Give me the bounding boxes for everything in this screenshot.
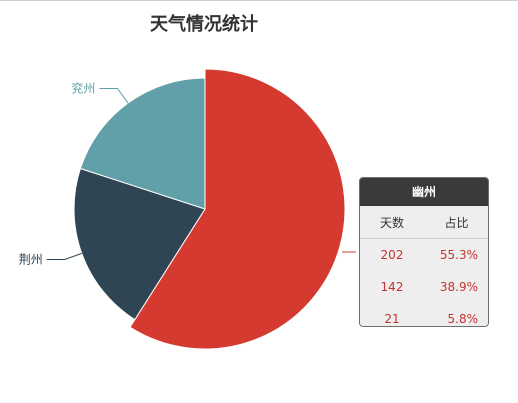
- chart-title: 天气情况统计: [150, 14, 258, 35]
- label-line: [99, 87, 129, 104]
- slice-label: 兖州: [71, 80, 95, 95]
- tooltip-cell-ratio: 5.8%: [447, 312, 479, 326]
- pie-slice[interactable]: [73, 167, 206, 321]
- tooltip-cell-ratio: 38.9%: [439, 280, 478, 294]
- tooltip-cell-days: 21: [384, 312, 400, 326]
- pie-slice[interactable]: [79, 77, 206, 210]
- slice-label: 荆州: [19, 252, 43, 266]
- tooltip-cell-days: 202: [380, 248, 404, 262]
- top-rule: [0, 0, 518, 1]
- tooltip-cell-ratio: 55.3%: [439, 248, 478, 262]
- tooltip-header-days: 天数: [360, 206, 424, 239]
- tooltip-cell-days: 142: [380, 280, 404, 294]
- tooltip-title: 幽州: [360, 178, 488, 206]
- tooltip-table: 天数 占比 202 55.3% 142 38.9% 21 5.8%: [360, 206, 488, 326]
- tooltip-header-row: 天数 占比: [360, 206, 488, 239]
- label-line: [46, 252, 82, 260]
- tooltip-row: 21 5.8%: [360, 303, 488, 326]
- pie-slice[interactable]: [129, 68, 346, 350]
- tooltip-header-ratio: 占比: [424, 206, 488, 239]
- tooltip: 幽州 天数 占比 202 55.3% 142 38.9% 21 5.8%: [359, 177, 489, 327]
- tooltip-row: 142 38.9%: [360, 271, 488, 303]
- tooltip-row: 202 55.3%: [360, 239, 488, 272]
